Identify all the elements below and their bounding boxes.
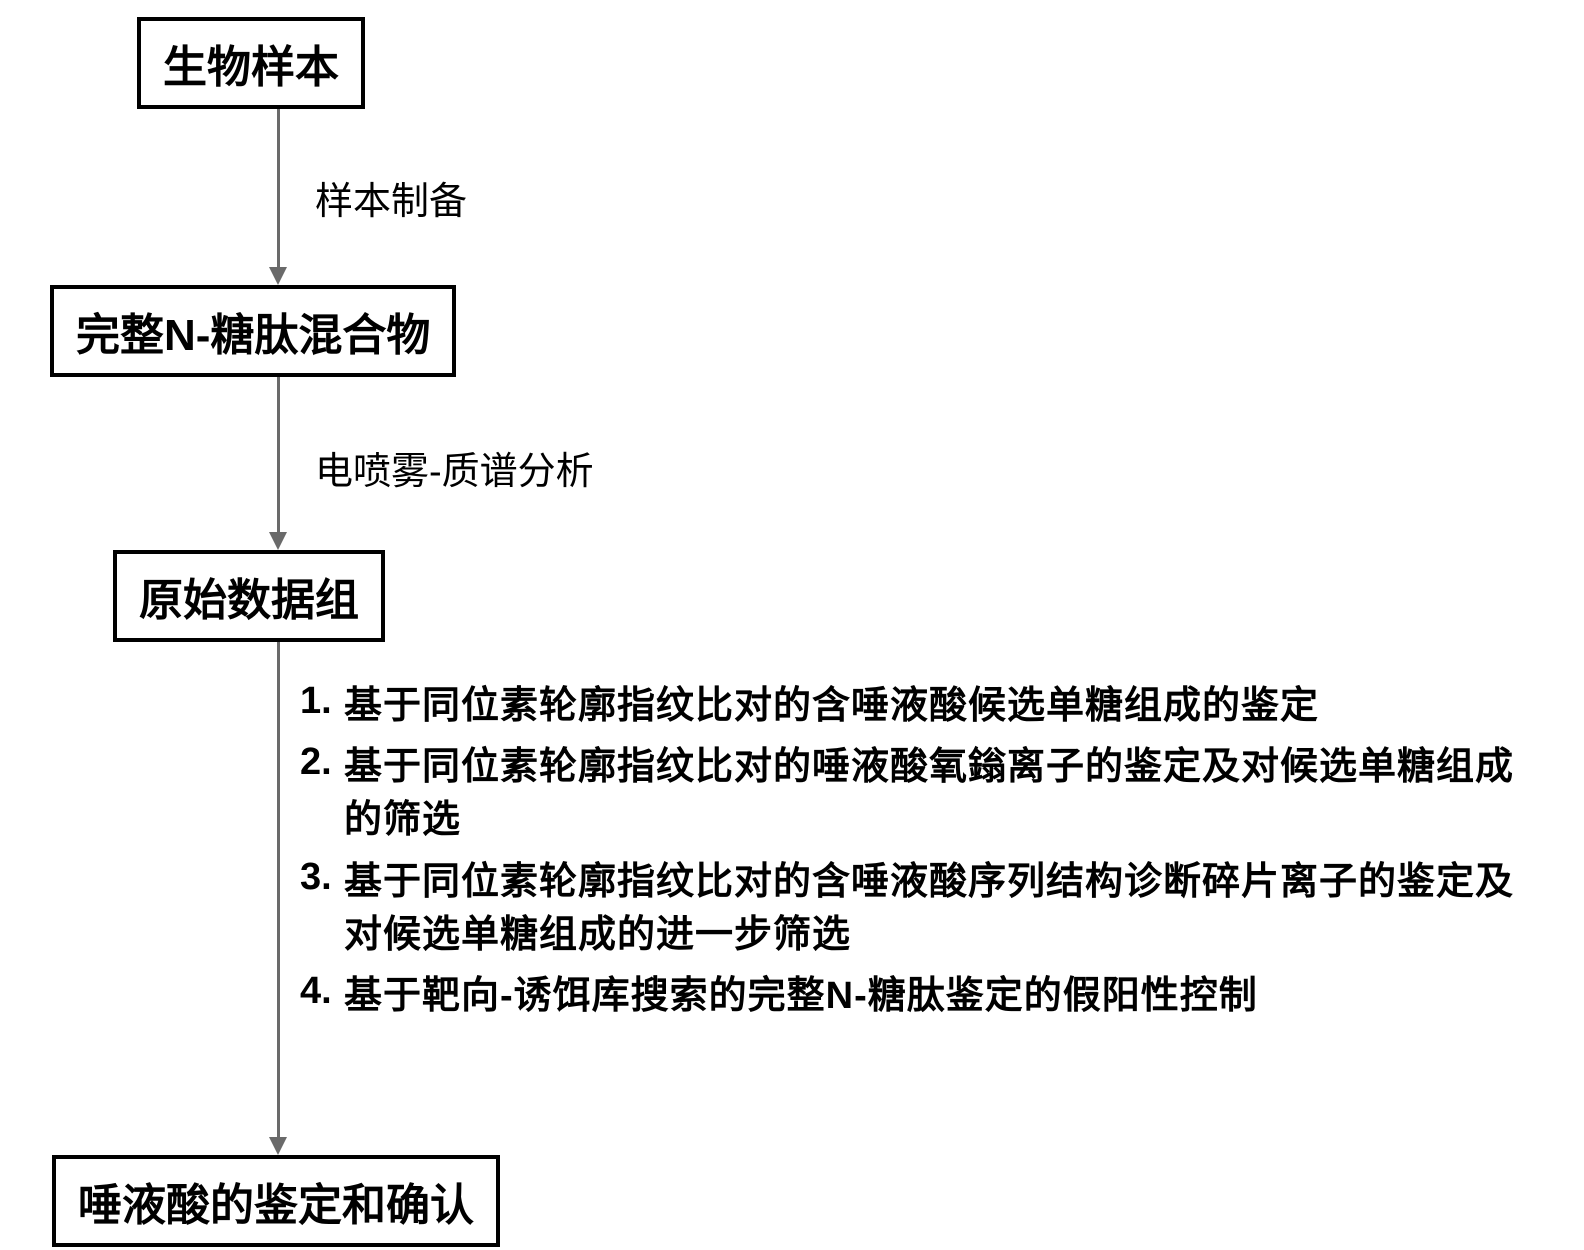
edge-arrow-line bbox=[277, 630, 280, 1137]
node-label: 唾液酸的鉴定和确认 bbox=[78, 1181, 474, 1230]
list-number: 3. bbox=[292, 856, 344, 899]
list-number: 1. bbox=[292, 680, 344, 723]
list-text: 基于同位素轮廓指纹比对的唾液酸氧鎓离子的鉴定及对候选单糖组成的筛选 bbox=[344, 741, 1552, 847]
list-text: 基于靶向-诱饵库搜索的完整N-糖肽鉴定的假阳性控制 bbox=[344, 970, 1552, 1023]
node-raw-data: 原始数据组 bbox=[113, 550, 385, 642]
list-text: 基于同位素轮廓指纹比对的含唾液酸候选单糖组成的鉴定 bbox=[344, 680, 1552, 733]
edge-arrow-line bbox=[277, 365, 280, 532]
edge-label-text: 电喷雾-质谱分析 bbox=[315, 451, 594, 493]
edge-arrow-head bbox=[269, 532, 287, 550]
node-label: 完整N-糖肽混合物 bbox=[76, 311, 430, 360]
edge-arrow-head bbox=[269, 1137, 287, 1155]
edge-label-text: 样本制备 bbox=[315, 181, 467, 223]
list-item: 2. 基于同位素轮廓指纹比对的唾液酸氧鎓离子的鉴定及对候选单糖组成的筛选 bbox=[292, 741, 1552, 847]
list-number: 4. bbox=[292, 970, 344, 1013]
node-glycopeptide-mixture: 完整N-糖肽混合物 bbox=[50, 285, 456, 377]
edge-label-sample-prep: 样本制备 bbox=[315, 170, 467, 225]
list-text: 基于同位素轮廓指纹比对的含唾液酸序列结构诊断碎片离子的鉴定及对候选单糖组成的进一… bbox=[344, 856, 1552, 962]
node-label: 生物样本 bbox=[163, 43, 339, 92]
list-item: 3. 基于同位素轮廓指纹比对的含唾液酸序列结构诊断碎片离子的鉴定及对候选单糖组成… bbox=[292, 856, 1552, 962]
analysis-steps-list: 1. 基于同位素轮廓指纹比对的含唾液酸候选单糖组成的鉴定 2. 基于同位素轮廓指… bbox=[292, 680, 1552, 1031]
edge-label-esi-ms: 电喷雾-质谱分析 bbox=[315, 440, 594, 495]
node-sialic-acid-identification: 唾液酸的鉴定和确认 bbox=[52, 1155, 500, 1247]
flowchart-canvas: 生物样本 样本制备 完整N-糖肽混合物 电喷雾-质谱分析 原始数据组 1. 基于… bbox=[0, 0, 1584, 1250]
edge-arrow-head bbox=[269, 267, 287, 285]
list-item: 4. 基于靶向-诱饵库搜索的完整N-糖肽鉴定的假阳性控制 bbox=[292, 970, 1552, 1023]
list-number: 2. bbox=[292, 741, 344, 784]
node-label: 原始数据组 bbox=[139, 576, 359, 625]
list-item: 1. 基于同位素轮廓指纹比对的含唾液酸候选单糖组成的鉴定 bbox=[292, 680, 1552, 733]
edge-arrow-line bbox=[277, 97, 280, 267]
node-biological-sample: 生物样本 bbox=[137, 17, 365, 109]
